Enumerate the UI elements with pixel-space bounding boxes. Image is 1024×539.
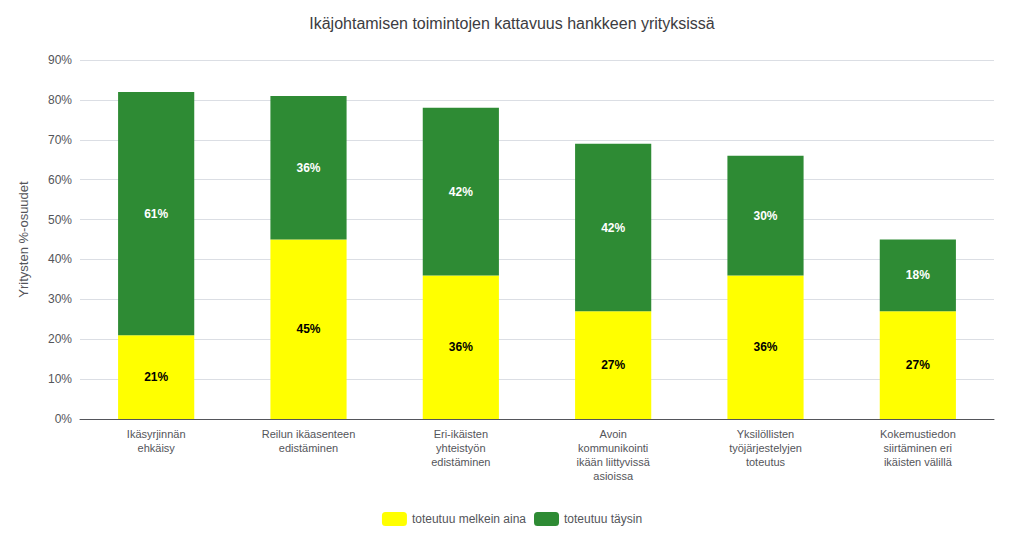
svg-text:työjärjestelyjen: työjärjestelyjen: [729, 442, 802, 454]
svg-text:yhteistyön: yhteistyön: [436, 442, 486, 454]
svg-text:61%: 61%: [144, 207, 168, 221]
svg-text:42%: 42%: [449, 185, 473, 199]
svg-text:Ikäsyrjinnän: Ikäsyrjinnän: [127, 428, 186, 440]
svg-text:36%: 36%: [753, 340, 777, 354]
svg-text:21%: 21%: [144, 370, 168, 384]
svg-text:Yritysten %-osuudet: Yritysten %-osuudet: [16, 181, 31, 298]
svg-text:ehkäisy: ehkäisy: [138, 442, 176, 454]
svg-text:45%: 45%: [296, 322, 320, 336]
svg-text:90%: 90%: [48, 53, 72, 67]
svg-text:Ikäjohtamisen toimintojen katt: Ikäjohtamisen toimintojen kattavuus hank…: [309, 15, 715, 32]
svg-text:ikään liittyvissä: ikään liittyvissä: [576, 456, 650, 468]
svg-text:ikäisten välillä: ikäisten välillä: [884, 456, 953, 468]
svg-text:edistäminen: edistäminen: [431, 456, 490, 468]
svg-text:Kokemustiedon: Kokemustiedon: [880, 428, 956, 440]
svg-text:30%: 30%: [753, 209, 777, 223]
svg-text:edistäminen: edistäminen: [279, 442, 338, 454]
svg-text:42%: 42%: [601, 221, 625, 235]
svg-text:siirtäminen eri: siirtäminen eri: [884, 442, 952, 454]
svg-text:Avoin: Avoin: [600, 428, 627, 440]
svg-text:kommunikointi: kommunikointi: [578, 442, 648, 454]
svg-text:70%: 70%: [48, 133, 72, 147]
svg-text:27%: 27%: [906, 358, 930, 372]
svg-text:60%: 60%: [48, 173, 72, 187]
svg-text:asioissa: asioissa: [593, 470, 634, 482]
svg-text:toteutus: toteutus: [746, 456, 786, 468]
svg-text:30%: 30%: [48, 292, 72, 306]
svg-text:50%: 50%: [48, 213, 72, 227]
svg-text:10%: 10%: [48, 372, 72, 386]
svg-text:Eri-ikäisten: Eri-ikäisten: [434, 428, 488, 440]
svg-text:Yksilöllisten: Yksilöllisten: [737, 428, 794, 440]
svg-text:toteutuu täysin: toteutuu täysin: [564, 512, 642, 526]
svg-text:18%: 18%: [906, 268, 930, 282]
svg-text:Reilun ikäasenteen: Reilun ikäasenteen: [262, 428, 356, 440]
svg-text:40%: 40%: [48, 252, 72, 266]
svg-text:27%: 27%: [601, 358, 625, 372]
svg-text:36%: 36%: [296, 161, 320, 175]
svg-text:80%: 80%: [48, 93, 72, 107]
svg-text:toteutuu melkein aina: toteutuu melkein aina: [412, 512, 526, 526]
svg-text:36%: 36%: [449, 340, 473, 354]
svg-text:0%: 0%: [55, 412, 73, 426]
svg-text:20%: 20%: [48, 332, 72, 346]
